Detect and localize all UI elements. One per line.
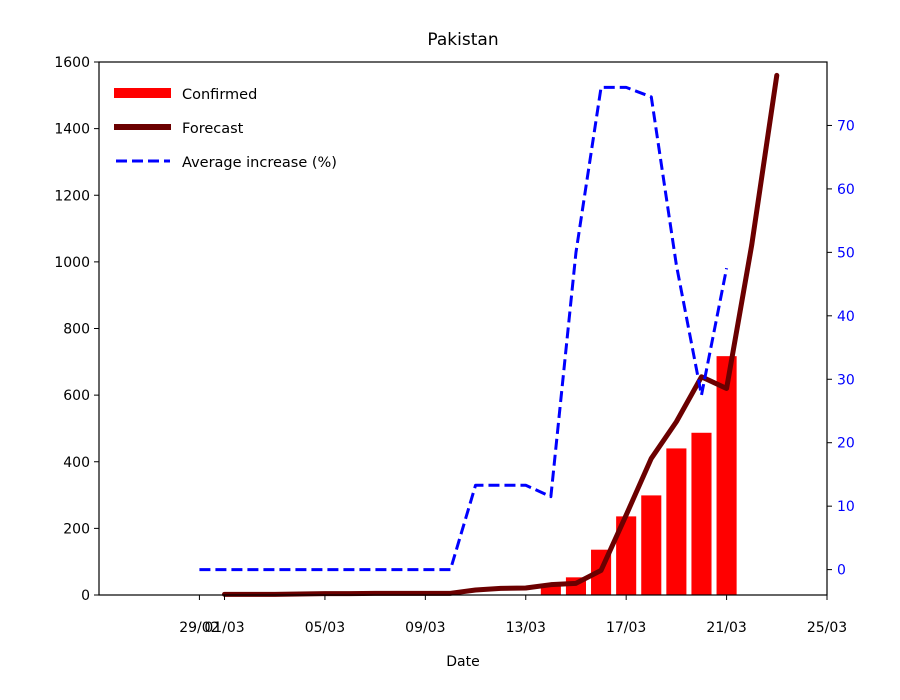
y-right-tick-label-1: 0 <box>837 563 846 579</box>
bar-confirmed-7 <box>691 432 712 595</box>
y-left-tick-label-4: 600 <box>63 388 90 404</box>
y-right-tick-label-8: 70 <box>837 118 855 134</box>
y-right-tick-label-6: 50 <box>837 245 855 261</box>
line-average_increase <box>199 85 729 572</box>
y-right-tick-label-4: 30 <box>837 372 855 388</box>
y-left-tick-label-8: 1400 <box>54 122 90 138</box>
legend-entry-confirmed: Confirmed <box>114 87 257 103</box>
y-left-tick-label-1: 0 <box>81 588 90 604</box>
y-right-tick-label-7: 60 <box>837 182 855 198</box>
x-tick-label-5: 13/03 <box>506 620 546 636</box>
y-left-tick-label-5: 800 <box>63 322 90 338</box>
y-right-tick-label-5: 40 <box>837 309 855 325</box>
bar-confirmed-6 <box>666 448 687 595</box>
x-tick-label-1: 29/02 <box>179 620 219 636</box>
y-right-tick-label-3: 20 <box>837 436 855 452</box>
legend-entry-average_increase: Average increase (%) <box>116 155 337 171</box>
series-forecast <box>222 72 780 597</box>
y-axis-left-ticks: 0 200 400 600 800 1000 1200 1400 1600 <box>54 55 99 604</box>
x-tick-label-7: 21/03 <box>706 620 746 636</box>
bar-confirmed-8 <box>716 356 737 595</box>
chart-title: Pakistan <box>427 30 498 50</box>
x-axis-title: Date <box>446 654 479 670</box>
x-tick-label-8: 25/03 <box>807 620 847 636</box>
legend-label-forecast: Forecast <box>182 121 244 137</box>
y-left-tick-label-9: 1600 <box>54 55 90 71</box>
y-left-tick-label-7: 1200 <box>54 188 90 204</box>
y-left-tick-label-6: 1000 <box>54 255 90 271</box>
legend-label-confirmed: Confirmed <box>182 87 257 103</box>
y-left-tick-label-2: 200 <box>63 521 90 537</box>
legend-swatch-confirmed <box>114 88 171 98</box>
x-tick-label-4: 09/03 <box>405 620 445 636</box>
y-axis-right-ticks: 0 10 20 30 40 50 60 70 <box>827 118 855 579</box>
x-tick-label-6: 17/03 <box>606 620 646 636</box>
bar-confirmed-4 <box>616 516 637 595</box>
y-left-tick-label-3: 400 <box>63 455 90 471</box>
x-tick-label-2: 01/03 <box>204 620 244 636</box>
plot-marks <box>199 72 780 597</box>
legend-label-average_increase: Average increase (%) <box>182 155 337 171</box>
series-average_increase <box>199 85 729 572</box>
legend-entry-forecast: Forecast <box>114 121 244 137</box>
line-forecast <box>222 72 780 597</box>
bar-confirmed-5 <box>641 495 662 595</box>
legend: Confirmed Forecast Average increase (%) <box>114 87 337 171</box>
x-tick-label-3: 05/03 <box>305 620 345 636</box>
y-right-tick-label-2: 10 <box>837 499 855 515</box>
bar-confirmed-1 <box>540 585 561 595</box>
